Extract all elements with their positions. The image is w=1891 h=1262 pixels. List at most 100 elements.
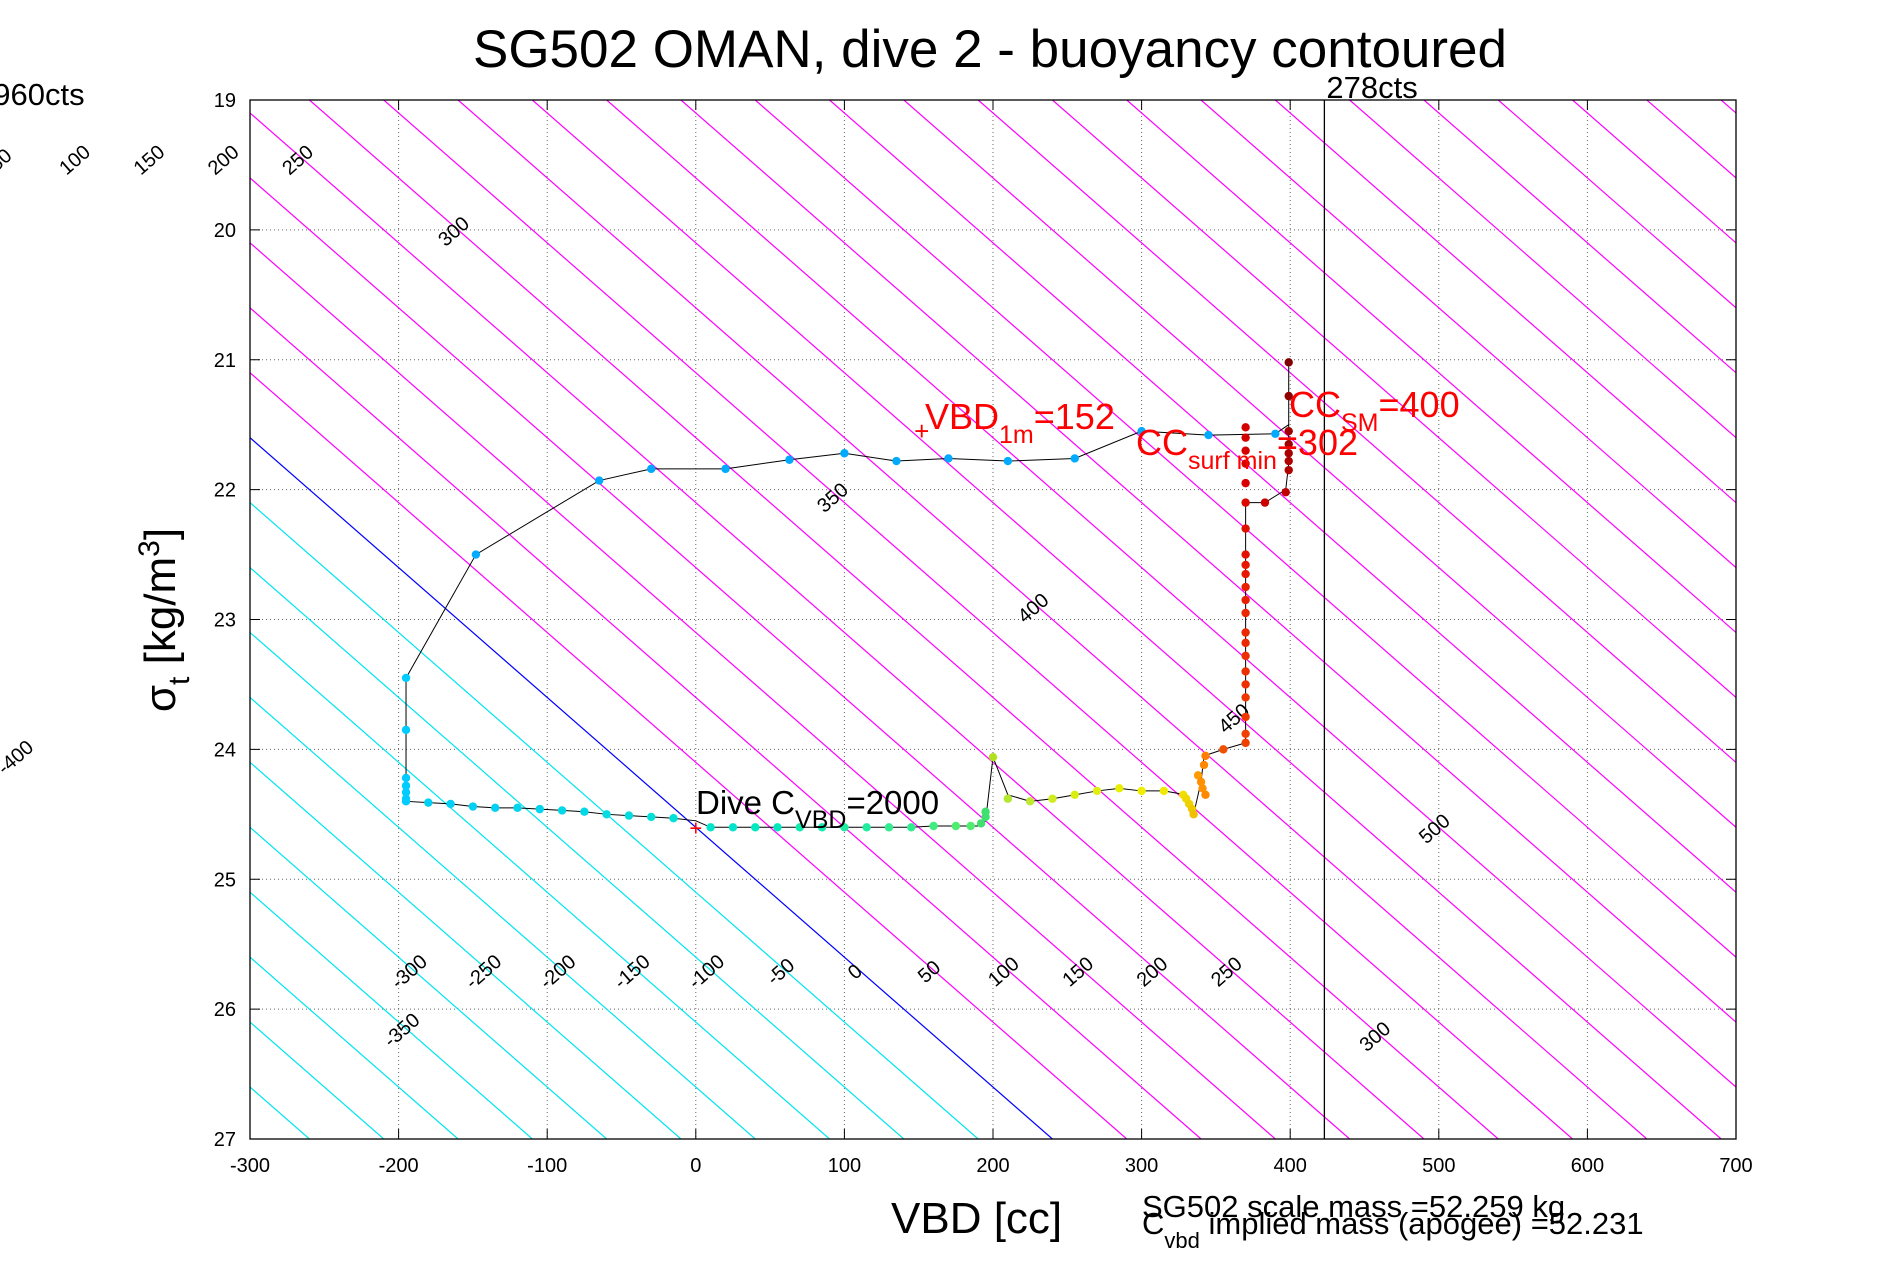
scale-mass-label: SG502 scale mass =52.259 kg xyxy=(1142,1189,1565,1224)
dive-point xyxy=(1241,693,1250,702)
buoyancy-contour-line xyxy=(250,177,1351,1139)
dive-point xyxy=(1189,810,1198,819)
contour-label: -150 xyxy=(610,951,655,994)
y-tick-label: 25 xyxy=(214,869,236,891)
dive-point xyxy=(1003,456,1013,466)
dive-point xyxy=(1241,680,1250,689)
dive-point xyxy=(721,464,730,474)
contour-label: 350 xyxy=(813,479,853,518)
dive-point xyxy=(1241,738,1250,748)
x-tick-label: -100 xyxy=(527,1155,567,1177)
dive-point xyxy=(795,823,805,832)
vbd-1m-annotation: + VBD1m=152 xyxy=(914,396,1115,449)
buoyancy-contour-line xyxy=(250,761,682,1139)
y-tick-label: 22 xyxy=(214,480,236,502)
dive-point xyxy=(1284,456,1293,466)
contour-label: 100 xyxy=(984,953,1024,992)
dive-point xyxy=(490,803,500,813)
dive-point xyxy=(706,823,715,832)
dive-cvbd-marker: + xyxy=(689,815,702,840)
buoyancy-contour-line xyxy=(250,501,979,1139)
contour-label: -400 xyxy=(0,736,38,779)
dive-point xyxy=(1070,454,1079,463)
cc-sm-label: CCSM=400 xyxy=(1289,384,1460,437)
buoyancy-contour-line xyxy=(1200,100,1736,569)
dive-point xyxy=(1193,771,1203,780)
dive-cvbd-annotation: + Dive CVBD=2000 xyxy=(689,784,939,840)
dive-point xyxy=(624,811,634,820)
dive-point xyxy=(1115,784,1124,793)
buoyancy-contour-line xyxy=(0,100,12,1139)
buoyancy-contour-line xyxy=(0,100,87,1139)
dive-point xyxy=(1241,524,1250,533)
dive-point xyxy=(424,798,433,807)
buoyancy-contour-line xyxy=(531,100,1722,1139)
y-tick-label: 19 xyxy=(214,90,236,112)
dive-point xyxy=(1137,426,1146,436)
dive-point xyxy=(1241,628,1250,637)
buoyancy-contour-line xyxy=(1274,100,1736,504)
chart-title: SG502 OMAN, dive 2 - buoyancy contoured xyxy=(473,20,1507,79)
dive-point xyxy=(751,823,760,832)
dive-point xyxy=(647,464,656,474)
buoyancy-contour-line xyxy=(250,436,1053,1139)
dive-point xyxy=(401,788,411,797)
contour-label: -250 xyxy=(462,951,507,994)
contour-label: -100 xyxy=(684,951,729,994)
buoyancy-contour-line xyxy=(250,956,459,1139)
dive-point xyxy=(1271,429,1280,438)
dive-point xyxy=(1241,560,1250,570)
dive-point xyxy=(1284,391,1293,401)
buoyancy-contour-line xyxy=(1126,100,1736,634)
x-axis-label: VBD [cc] xyxy=(891,1194,1062,1243)
buoyancy-contour-line xyxy=(903,100,1736,829)
x-tick-label: 300 xyxy=(1125,1155,1158,1177)
dive-point xyxy=(981,807,990,816)
dive-point xyxy=(929,821,938,831)
dive-point xyxy=(471,550,481,559)
dive-point xyxy=(1241,651,1250,661)
buoyancy-contour-line xyxy=(829,100,1736,894)
buoyancy-contour-line xyxy=(250,371,1128,1139)
dive-point xyxy=(1137,786,1146,796)
dive-point xyxy=(513,803,522,813)
buoyancy-contour-line xyxy=(1646,100,1736,179)
buoyancy-contour-line xyxy=(1497,100,1736,309)
dive-point xyxy=(1241,712,1250,722)
dive-point xyxy=(1025,797,1035,806)
dive-point xyxy=(817,823,827,832)
contour-label: 300 xyxy=(434,213,474,252)
y-tick-label: 20 xyxy=(214,220,236,242)
y-tick-label: 24 xyxy=(214,739,236,761)
dive-point xyxy=(862,823,871,832)
dive-point xyxy=(1070,790,1079,800)
buoyancy-contour-line xyxy=(383,100,1573,1139)
dive-point xyxy=(1219,745,1228,754)
dive-point xyxy=(1241,729,1250,738)
dive-point xyxy=(401,781,411,790)
dive-point xyxy=(1241,608,1250,618)
dive-point xyxy=(1284,358,1293,367)
buoyancy-contour-line xyxy=(754,100,1736,958)
buoyancy-contour-line xyxy=(680,100,1736,1023)
dive-point xyxy=(580,807,589,816)
y-tick-label: 21 xyxy=(214,350,236,372)
buoyancy-contour-line xyxy=(1423,100,1736,374)
dive-point xyxy=(647,812,656,822)
contour-label: 150 xyxy=(1058,953,1098,992)
dive-point xyxy=(1241,423,1250,432)
dive-point xyxy=(988,752,998,762)
y-tick-label: 27 xyxy=(214,1129,236,1151)
dive-point xyxy=(773,823,782,832)
vbd-1m-label: VBD1m=152 xyxy=(925,396,1115,449)
dive-point xyxy=(1241,569,1250,579)
buoyancy-contour-line xyxy=(1052,100,1736,699)
dive-point xyxy=(446,799,455,809)
dive-point xyxy=(1048,794,1057,803)
y-axis-label: σt [kg/m3] xyxy=(133,528,196,712)
buoyancy-contour-line xyxy=(250,307,1202,1139)
x-tick-label: 0 xyxy=(690,1155,701,1177)
dive-point xyxy=(401,773,411,783)
y-tick-label: 23 xyxy=(214,610,236,632)
